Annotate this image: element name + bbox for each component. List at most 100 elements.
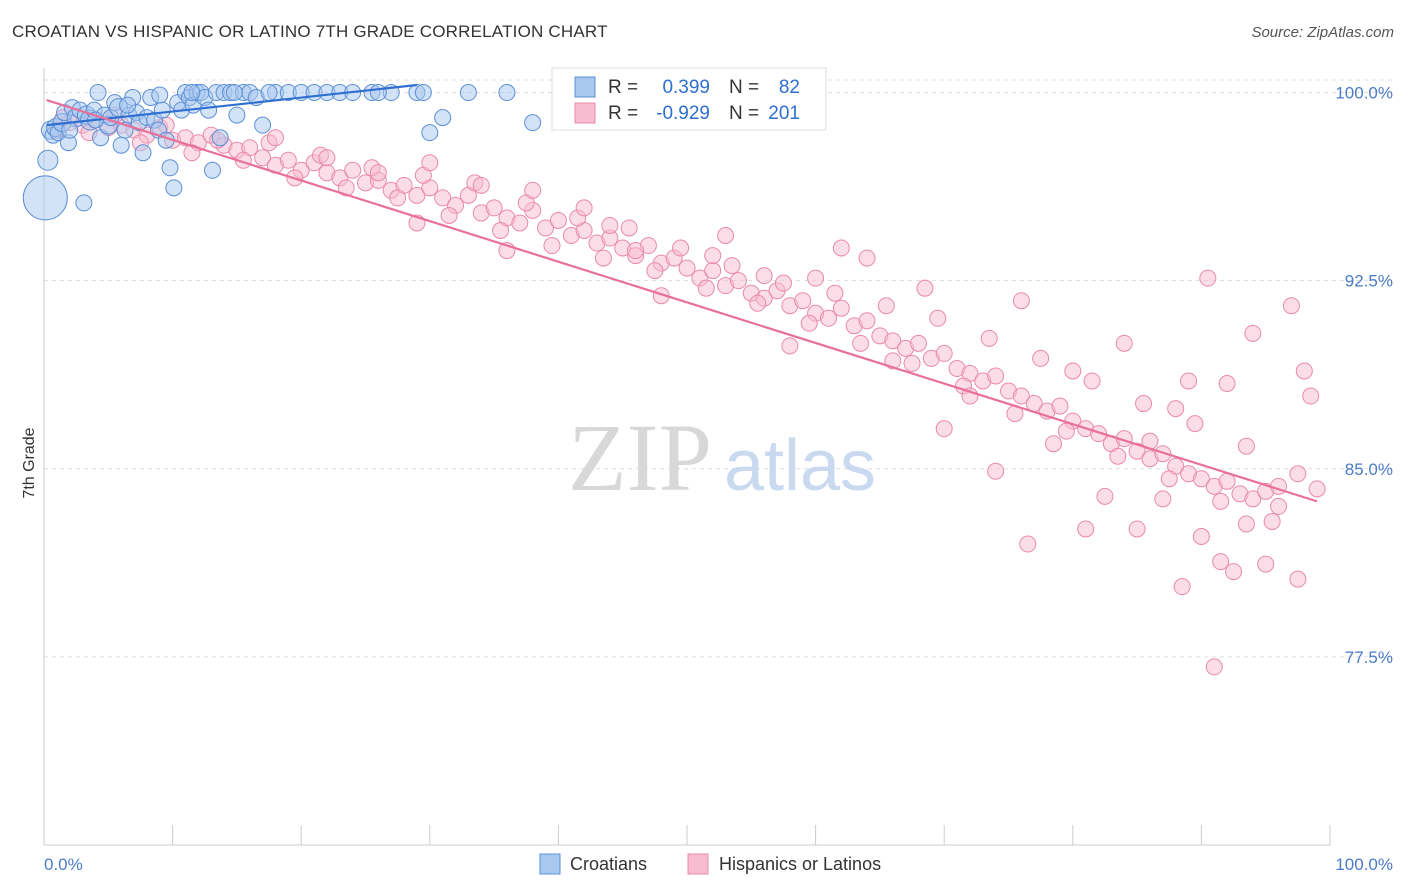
hispanics-point xyxy=(774,274,792,292)
hispanics-point xyxy=(279,151,297,169)
hispanics-point xyxy=(1045,435,1063,453)
y-tick-label: 92.5% xyxy=(1345,272,1393,291)
hispanics-point xyxy=(537,219,555,237)
hispanics-point xyxy=(980,329,998,347)
hispanics-point xyxy=(858,249,876,267)
hispanics-point xyxy=(318,149,336,167)
hispanics-point xyxy=(909,334,927,352)
hispanics-point xyxy=(678,259,696,277)
hispanics-point xyxy=(704,247,722,265)
hispanics-point xyxy=(524,181,542,199)
hispanics-point xyxy=(704,262,722,280)
hispanics-point xyxy=(492,221,510,239)
hispanics-point xyxy=(1051,397,1069,415)
hispanics-point xyxy=(1096,487,1114,505)
bottom-legend-label-croatians: Croatians xyxy=(570,854,647,874)
croatians-point xyxy=(434,109,452,127)
hispanics-point xyxy=(183,144,201,162)
croatians-point xyxy=(112,136,130,154)
series-croatians-points xyxy=(22,84,574,221)
hispanics-point xyxy=(434,189,452,207)
hispanics-point xyxy=(858,312,876,330)
hispanics-point xyxy=(421,154,439,172)
croatians-point xyxy=(414,84,432,102)
hispanics-point xyxy=(389,189,407,207)
hispanics-point xyxy=(1302,387,1320,405)
croatians-point xyxy=(524,114,542,132)
hispanics-point xyxy=(1160,470,1178,488)
croatians-point xyxy=(165,179,183,197)
hispanics-point xyxy=(1180,372,1198,390)
hispanics-point xyxy=(717,227,735,245)
hispanics-point xyxy=(266,129,284,147)
hispanics-point xyxy=(408,186,426,204)
hispanics-point xyxy=(903,354,921,372)
x-tick-label: 100.0% xyxy=(1335,855,1393,874)
hispanics-point xyxy=(884,332,902,350)
hispanics-point xyxy=(1308,480,1326,498)
hispanics-point xyxy=(1012,387,1030,405)
hispanics-point xyxy=(1057,422,1075,440)
hispanics-point xyxy=(344,161,362,179)
y-axis-label: 7th Grade xyxy=(21,427,38,498)
y-tick-labels: 100.0% 92.5% 85.0% 77.5% xyxy=(1335,84,1393,667)
bottom-legend-label-hispanics: Hispanics or Latinos xyxy=(719,854,881,874)
watermark-zip: ZIP xyxy=(568,404,712,511)
hispanics-point xyxy=(1289,465,1307,483)
croatians-point xyxy=(211,129,229,147)
hispanics-point xyxy=(755,267,773,285)
hispanics-point xyxy=(1244,324,1262,342)
correlation-legend: R = 0.399 N = 82 R = -0.929 N = 201 xyxy=(551,67,827,131)
hispanics-point xyxy=(877,297,895,315)
hispanics-point xyxy=(1237,437,1255,455)
legend-swatch-blue xyxy=(574,76,596,98)
bottom-legend-swatch-hispanics xyxy=(687,853,709,875)
hispanics-point xyxy=(1270,497,1288,515)
hispanics-point xyxy=(511,214,529,232)
hispanics-point xyxy=(826,284,844,302)
hispanics-point xyxy=(1115,334,1133,352)
hispanics-point xyxy=(1218,374,1236,392)
hispanics-point xyxy=(1212,492,1230,510)
hispanics-point xyxy=(723,257,741,275)
hispanics-point xyxy=(1237,515,1255,533)
hispanics-point xyxy=(819,309,837,327)
hispanics-trend-line xyxy=(46,99,1318,503)
legend-swatch-pink xyxy=(574,102,596,124)
hispanics-point xyxy=(1064,362,1082,380)
croatians-point xyxy=(369,84,387,102)
hispanics-point xyxy=(1244,490,1262,508)
hispanics-point xyxy=(807,269,825,287)
croatians-point xyxy=(225,84,243,102)
croatians-point xyxy=(459,84,477,102)
hispanics-point xyxy=(781,337,799,355)
chart-title: CROATIAN VS HISPANIC OR LATINO 7TH GRADE… xyxy=(12,22,608,41)
croatians-point xyxy=(228,106,246,124)
bottom-legend-swatch-croatians xyxy=(539,853,561,875)
y-tick-label: 85.0% xyxy=(1345,460,1393,479)
hispanics-point xyxy=(1295,362,1313,380)
hispanics-point xyxy=(1263,512,1281,530)
hispanics-point xyxy=(575,199,593,217)
hispanics-point xyxy=(627,242,645,260)
hispanics-point xyxy=(1186,415,1204,433)
hispanics-point xyxy=(935,420,953,438)
croatians-point xyxy=(61,121,79,139)
hispanics-point xyxy=(1212,553,1230,571)
bottom-legend: Croatians Hispanics or Latinos xyxy=(539,853,881,875)
legend-n-label: N = xyxy=(729,77,759,98)
hispanics-point xyxy=(1012,292,1030,310)
hispanics-point xyxy=(852,334,870,352)
hispanics-point xyxy=(1083,372,1101,390)
croatians-point xyxy=(153,101,171,119)
croatians-point xyxy=(203,161,221,179)
hispanics-point xyxy=(1019,535,1037,553)
hispanics-point xyxy=(1167,400,1185,418)
hispanics-point xyxy=(472,176,490,194)
hispanics-point xyxy=(729,272,747,290)
hispanics-point xyxy=(1282,297,1300,315)
croatians-point xyxy=(421,124,439,142)
hispanics-point xyxy=(1192,470,1210,488)
croatians-point xyxy=(37,149,59,171)
